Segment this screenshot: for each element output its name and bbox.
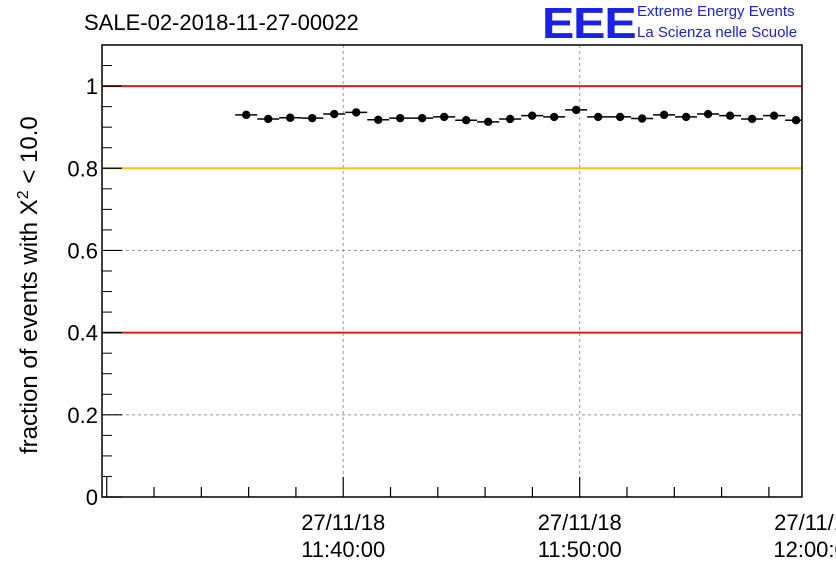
data-point xyxy=(461,115,471,125)
data-point xyxy=(286,113,295,122)
y-tick-label: 0.6 xyxy=(67,238,98,263)
y-tick-label: 0.2 xyxy=(67,403,98,428)
y-tick-label: 0 xyxy=(86,485,98,510)
y-tick-labels: 0 0.2 0.4 0.6 0.8 1 xyxy=(67,74,98,510)
plot-frame xyxy=(101,44,803,498)
y-axis-label-tail: < 10.0 xyxy=(16,116,43,190)
logo-text-line-1: Extreme Energy Events xyxy=(637,3,795,20)
data-point xyxy=(769,111,779,120)
y-tick-label: 1 xyxy=(86,74,98,99)
x-tick-labels: 27/11/1811:40:0027/11/1811:50:0027/11/18… xyxy=(301,510,836,562)
data-point xyxy=(527,111,537,120)
data-point xyxy=(681,112,691,122)
x-tick-label-date: 27/11/18 xyxy=(538,510,622,535)
data-point xyxy=(242,110,251,120)
data-point xyxy=(374,115,383,124)
data-point xyxy=(593,112,603,122)
plot-title: SALE-02-2018-11-27-00022 xyxy=(84,10,359,35)
x-tick-label-date: 27/11/18 xyxy=(774,510,836,535)
y-axis-label-main: fraction of events with X xyxy=(16,199,43,454)
data-point xyxy=(330,109,339,119)
data-point xyxy=(571,105,581,115)
logo-text-line-2: La Scienza nelle Scuole xyxy=(637,24,798,41)
data-point xyxy=(615,112,625,122)
eee-logo: EEE xyxy=(542,0,637,48)
x-tick-label-time: 11:50:00 xyxy=(538,537,622,562)
x-tick-label-date: 27/11/18 xyxy=(301,510,385,535)
data-point xyxy=(747,114,757,124)
grid-lines xyxy=(102,45,802,497)
data-point xyxy=(418,113,427,123)
y-axis-label: fraction of events with X2 < 10.0 xyxy=(15,116,43,454)
data-point xyxy=(505,114,515,124)
data-point xyxy=(264,114,273,124)
data-points xyxy=(235,105,802,127)
x-tick-label-time: 11:40:00 xyxy=(301,537,385,562)
data-point xyxy=(703,109,713,119)
y-axis-label-sup: 2 xyxy=(15,190,32,199)
reference-lines xyxy=(102,85,802,334)
y-tick-label: 0.8 xyxy=(67,156,98,181)
data-point xyxy=(791,115,801,125)
axis-ticks xyxy=(102,65,770,498)
data-point xyxy=(637,114,647,123)
data-point xyxy=(483,117,493,127)
data-point xyxy=(659,110,669,120)
y-tick-label: 0.4 xyxy=(67,321,98,346)
data-point xyxy=(439,112,449,122)
data-point xyxy=(396,113,405,123)
data-point xyxy=(549,112,559,122)
data-point xyxy=(308,113,317,123)
x-tick-label-time: 12:00:00 xyxy=(773,537,836,562)
data-point xyxy=(352,108,361,117)
data-point xyxy=(725,111,735,120)
